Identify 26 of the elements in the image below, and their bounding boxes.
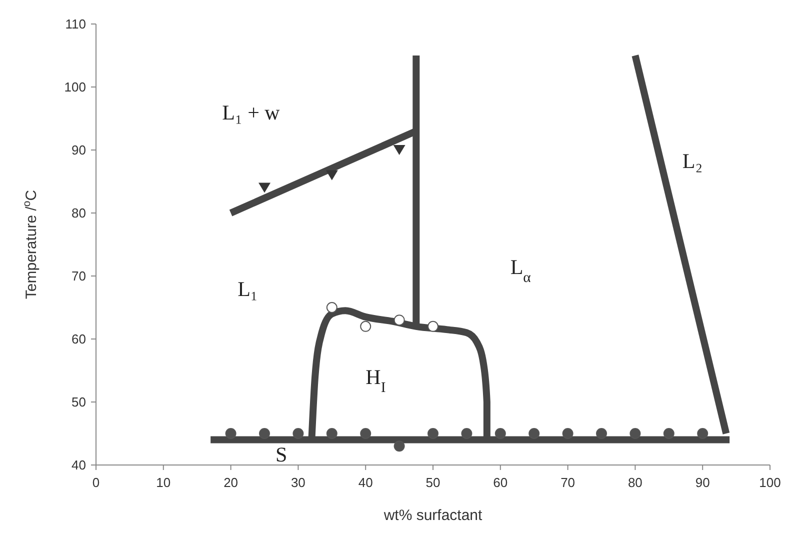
y-tick-label: 100: [64, 80, 86, 95]
x-tick-label: 30: [290, 475, 306, 490]
x-tick-label: 70: [560, 475, 576, 490]
annotation: S: [276, 442, 288, 466]
y-tick-label: 60: [72, 332, 86, 347]
y-tick-label: 70: [72, 268, 86, 284]
x-tick-label: 40: [358, 475, 373, 490]
annotation: L₁: [238, 276, 258, 301]
x-tick-label: 60: [493, 475, 508, 490]
y-tick-label: 50: [72, 394, 86, 410]
x-axis-title: wt% surfactant: [382, 507, 484, 524]
x-tick-label: 10: [156, 475, 171, 490]
annotation: L₂: [682, 149, 703, 174]
y-tick-label: 110: [65, 16, 86, 32]
annotation: L$_{α}$: [510, 254, 532, 286]
x-tick-label: 90: [695, 475, 710, 490]
y-tick-label: 40: [72, 458, 86, 473]
y-tick-label: 80: [72, 206, 86, 221]
x-tick-label: 100: [759, 475, 781, 490]
x-tick-label: 50: [426, 475, 440, 490]
x-tick-label: 0: [92, 475, 100, 490]
x-tick-label: 80: [628, 475, 642, 490]
x-tick-label: 20: [224, 475, 238, 490]
y-tick-label: 90: [72, 142, 86, 158]
annotation: L₁ + w: [222, 100, 281, 125]
annotation: H$_{I}$: [366, 365, 386, 396]
